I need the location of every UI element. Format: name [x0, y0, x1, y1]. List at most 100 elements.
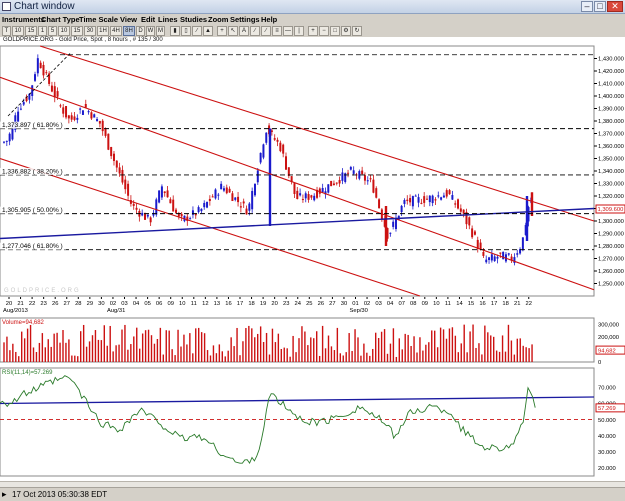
period-button-m[interactable]: M — [156, 26, 165, 36]
period-button-1m[interactable]: 1 — [38, 26, 47, 36]
x-tick-label: 28 — [75, 301, 81, 307]
price-tick-label: 1,340.000 — [598, 169, 624, 175]
fibonacci-icon[interactable]: ≡ — [272, 26, 282, 36]
pointer-icon[interactable]: ↖ — [228, 26, 238, 36]
window-controls: – □ ✕ — [581, 1, 623, 12]
x-tick-label: 24 — [295, 301, 302, 307]
chart-canvas[interactable]: GOLDPRICE.ORG 1,373.897 ( 61.80% ) 1,336.8… — [0, 44, 625, 481]
candle-body — [146, 214, 149, 217]
chart-area[interactable]: GOLDPRICE.ORG 1,373.897 ( 61.80% ) 1,336.8… — [0, 44, 625, 481]
candle-body — [234, 197, 237, 200]
candle-body — [186, 216, 189, 222]
candle-body — [304, 193, 307, 199]
volume-bar — [434, 330, 436, 362]
volume-bar — [493, 336, 495, 362]
candle-body — [31, 85, 34, 96]
volume-bar — [277, 333, 280, 362]
zoom-fit-icon[interactable]: □ — [330, 26, 340, 36]
candle-body — [5, 140, 8, 142]
candle-body — [499, 252, 502, 254]
candle-body — [53, 86, 56, 98]
volume-bar — [41, 333, 44, 362]
period-button-10t[interactable]: 10 — [12, 26, 24, 36]
bar-chart-icon[interactable]: ▮ — [170, 26, 180, 36]
period-button-4h[interactable]: 4H — [110, 26, 122, 36]
close-button[interactable]: ✕ — [607, 1, 623, 12]
horizontal-scrollbar[interactable] — [0, 481, 625, 487]
area-chart-icon[interactable]: ▲ — [203, 26, 213, 36]
volume-bar — [26, 328, 29, 362]
volume-bar — [342, 355, 344, 362]
volume-bar — [321, 325, 324, 362]
trendline-icon[interactable]: ∕ — [250, 26, 260, 36]
period-button-1h[interactable]: 1H — [97, 26, 109, 36]
period-button-10m[interactable]: 10 — [58, 26, 70, 36]
candle-body — [366, 180, 369, 182]
volume-bar — [82, 324, 85, 362]
volume-bar — [333, 350, 336, 362]
vertical-line-icon[interactable]: | — [294, 26, 304, 36]
line-chart-icon[interactable]: ∕ — [192, 26, 202, 36]
x-tick-label: 01 — [352, 301, 358, 307]
volume-bar — [478, 343, 480, 362]
rsi-tick-label: 50.000 — [598, 418, 616, 424]
volume-bar — [236, 327, 238, 362]
channel-middle-line — [0, 76, 595, 291]
price-tick-label: 1,320.000 — [598, 194, 624, 200]
refresh-icon[interactable]: ↻ — [352, 26, 362, 36]
maximize-button[interactable]: □ — [594, 1, 606, 12]
volume-bar — [186, 344, 188, 362]
period-button-15t[interactable]: 15 — [25, 26, 37, 36]
horizontal-line-icon[interactable]: — — [283, 26, 293, 36]
minimize-button[interactable]: – — [581, 1, 593, 12]
menu-instruments[interactable]: Instruments — [2, 15, 45, 24]
menu-edit[interactable]: Edit — [141, 15, 156, 24]
menu-studies[interactable]: Studies — [180, 15, 208, 24]
channel-icon[interactable]: ∕ — [261, 26, 271, 36]
menu-view[interactable]: View — [120, 15, 137, 24]
period-button-8h[interactable]: 8H — [123, 26, 135, 36]
period-toolbar: T 10 15 1 5 10 15 30 1H 4H 8H D W M ▮ ▯ … — [0, 25, 625, 37]
period-button-d[interactable]: D — [136, 26, 145, 36]
period-button-t[interactable]: T — [2, 26, 11, 36]
menu-settings[interactable]: Settings — [230, 15, 260, 24]
volume-bar — [139, 348, 141, 362]
zoom-out-icon[interactable]: − — [319, 26, 329, 36]
volume-tick-label: 300,000 — [598, 322, 619, 328]
candle-body — [378, 199, 381, 209]
price-channel — [0, 45, 595, 297]
period-button-5m[interactable]: 5 — [48, 26, 57, 36]
period-button-15m[interactable]: 15 — [71, 26, 83, 36]
menu-lines[interactable]: Lines — [158, 15, 178, 24]
volume-bar — [495, 350, 498, 362]
price-tick-label: 1,400.000 — [598, 94, 624, 100]
rsi-tick-label: 20.000 — [598, 466, 616, 472]
settings-icon[interactable]: ⚙ — [341, 26, 351, 36]
candle-body — [248, 203, 251, 211]
x-month-label: Sep/30 — [350, 308, 368, 314]
period-button-30m[interactable]: 30 — [84, 26, 96, 36]
window-titlebar[interactable]: Chart window – □ ✕ — [0, 0, 625, 14]
menu-time-scale[interactable]: Time Scale — [79, 15, 119, 24]
volume-bar — [413, 336, 415, 362]
text-tool-icon[interactable]: A — [239, 26, 249, 36]
candle-body — [428, 195, 431, 203]
menu-help[interactable]: Help — [261, 15, 278, 24]
period-button-w[interactable]: W — [146, 26, 155, 36]
candle-body — [327, 184, 330, 193]
x-tick-label: 18 — [502, 301, 508, 307]
volume-bar — [59, 342, 61, 362]
price-tick-label: 1,430.000 — [598, 57, 624, 63]
candle-body — [525, 196, 529, 241]
menu-chart-type[interactable]: Chart Type — [41, 15, 80, 24]
candle-body — [389, 232, 392, 234]
candlestick-icon[interactable]: ▯ — [181, 26, 191, 36]
crosshair-icon[interactable]: + — [217, 26, 227, 36]
volume-bar — [327, 335, 330, 362]
menu-zoom[interactable]: Zoom — [208, 15, 229, 24]
zoom-in-icon[interactable]: + — [308, 26, 318, 36]
price-tick-label: 1,370.000 — [598, 132, 624, 138]
volume-bar — [180, 346, 182, 362]
candle-body — [423, 196, 426, 203]
volume-bar — [525, 347, 527, 362]
